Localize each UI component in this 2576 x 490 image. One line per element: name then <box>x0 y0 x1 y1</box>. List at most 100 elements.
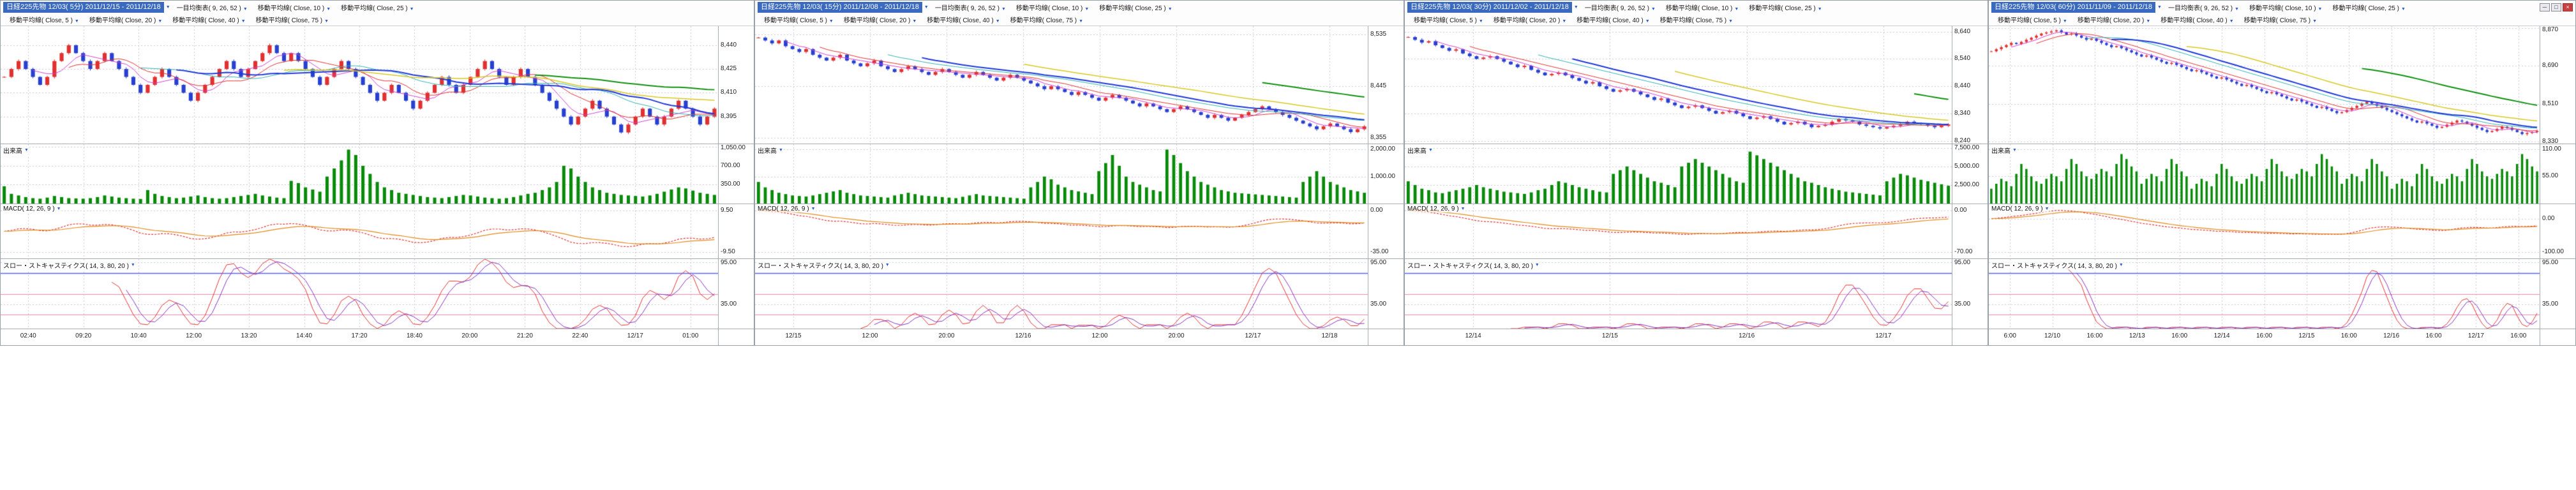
dropdown-arrow-icon[interactable]: ▼ <box>779 148 783 152</box>
macd-chart-canvas[interactable] <box>1405 204 1952 258</box>
price-chart-canvas[interactable] <box>755 26 1368 144</box>
macd-chart-canvas[interactable] <box>1 204 718 258</box>
dropdown-arrow-icon[interactable]: ▼ <box>2235 7 2240 11</box>
volume-chart-canvas[interactable] <box>755 144 1368 204</box>
dropdown-arrow-icon[interactable]: ▼ <box>1734 7 1739 11</box>
dropdown-arrow-icon[interactable]: ▼ <box>1645 19 1650 24</box>
price-chart-canvas[interactable] <box>1 26 718 144</box>
indicator-label[interactable]: 移動平均線( Close, 25 ) ▼ <box>341 5 414 12</box>
dropdown-arrow-icon[interactable]: ▼ <box>409 7 414 11</box>
dropdown-arrow-icon[interactable]: ▼ <box>56 207 61 211</box>
dropdown-arrow-icon[interactable]: ▼ <box>924 5 929 10</box>
dropdown-arrow-icon[interactable]: ▼ <box>2044 207 2049 211</box>
indicator-label[interactable]: 移動平均線( Close, 40 ) ▼ <box>172 17 246 24</box>
dropdown-arrow-icon[interactable]: ▼ <box>1562 19 1567 24</box>
indicator-label[interactable]: 移動平均線( Close, 25 ) ▼ <box>2332 5 2406 12</box>
stochastics-chart-canvas[interactable] <box>1 259 718 329</box>
dropdown-arrow-icon[interactable]: ▼ <box>2146 19 2151 24</box>
volume-chart-canvas[interactable] <box>1 144 718 204</box>
dropdown-arrow-icon[interactable]: ▼ <box>2118 263 2123 267</box>
dropdown-arrow-icon[interactable]: ▼ <box>326 7 331 11</box>
indicator-label[interactable]: 移動平均線( Close, 20 ) ▼ <box>89 17 163 24</box>
dropdown-arrow-icon[interactable]: ▼ <box>912 19 917 24</box>
indicator-label[interactable]: 移動平均線( Close, 5 ) ▼ <box>1998 17 2067 24</box>
indicator-label[interactable]: 移動平均線( Close, 40 ) ▼ <box>1576 17 1650 24</box>
indicator-label[interactable]: 移動平均線( Close, 10 ) ▼ <box>1665 5 1739 12</box>
dropdown-arrow-icon[interactable]: ▼ <box>2062 19 2067 24</box>
indicator-label[interactable]: 移動平均線( Close, 20 ) ▼ <box>2077 17 2151 24</box>
indicator-label[interactable]: 移動平均線( Close, 10 ) ▼ <box>257 5 331 12</box>
dropdown-arrow-icon[interactable]: ▼ <box>243 7 248 11</box>
dropdown-arrow-icon[interactable]: ▼ <box>1001 7 1006 11</box>
dropdown-arrow-icon[interactable]: ▼ <box>1728 19 1734 24</box>
dropdown-arrow-icon[interactable]: ▼ <box>1534 263 1539 267</box>
volume-chart-canvas[interactable] <box>1405 144 1952 204</box>
volume-chart-canvas[interactable] <box>1989 144 2540 204</box>
maximize-button[interactable]: □ <box>2551 3 2561 11</box>
indicator-label[interactable]: 移動平均線( Close, 75 ) ▼ <box>1659 17 1734 24</box>
indicator-label[interactable]: 一目均衡表( 9, 26, 52 ) ▼ <box>1584 5 1656 12</box>
indicator-label[interactable]: 移動平均線( Close, 10 ) ▼ <box>1015 5 1090 12</box>
indicator-label[interactable]: 移動平均線( Close, 10 ) ▼ <box>2249 5 2323 12</box>
indicator-label[interactable]: 移動平均線( Close, 25 ) ▼ <box>1099 5 1172 12</box>
dropdown-arrow-icon[interactable]: ▼ <box>1460 207 1465 211</box>
dropdown-arrow-icon[interactable]: ▼ <box>158 19 163 24</box>
macd-chart-canvas[interactable] <box>755 204 1368 258</box>
time-label: 12/15 <box>2298 332 2315 339</box>
dropdown-arrow-icon[interactable]: ▼ <box>1817 7 1822 11</box>
dropdown-arrow-icon[interactable]: ▼ <box>2400 7 2406 11</box>
indicator-label[interactable]: 移動平均線( Close, 5 ) ▼ <box>764 17 834 24</box>
dropdown-arrow-icon[interactable]: ▼ <box>1079 19 1084 24</box>
indicator-label[interactable]: 移動平均線( Close, 75 ) ▼ <box>1010 17 1084 24</box>
stochastics-chart-canvas[interactable] <box>1405 259 1952 329</box>
dropdown-arrow-icon[interactable]: ▼ <box>130 263 135 267</box>
dropdown-arrow-icon[interactable]: ▼ <box>2318 7 2323 11</box>
dropdown-arrow-icon[interactable]: ▼ <box>2012 148 2017 152</box>
indicator-label[interactable]: 移動平均線( Close, 25 ) ▼ <box>1749 5 1822 12</box>
chart-panel-5min: 日経225先物 12/03( 5分) 2011/12/15 - 2011/12/… <box>0 0 754 346</box>
indicator-label[interactable]: 移動平均線( Close, 75 ) ▼ <box>255 17 329 24</box>
dropdown-arrow-icon[interactable]: ▼ <box>2157 5 2162 10</box>
dropdown-arrow-icon[interactable]: ▼ <box>1651 7 1656 11</box>
indicator-label[interactable]: 一目均衡表( 9, 26, 52 ) ▼ <box>2168 5 2240 12</box>
indicator-label[interactable]: 移動平均線( Close, 5 ) ▼ <box>10 17 79 24</box>
indicator-label[interactable]: 一目均衡表( 9, 26, 52 ) ▼ <box>176 5 248 12</box>
indicator-label[interactable]: 移動平均線( Close, 75 ) ▼ <box>2243 17 2318 24</box>
stochastics-axis: 95.00 35.00 <box>2540 258 2575 329</box>
dropdown-arrow-icon[interactable]: ▼ <box>165 5 170 10</box>
indicator-label[interactable]: 一目均衡表( 9, 26, 52 ) ▼ <box>934 5 1006 12</box>
price-chart-canvas[interactable] <box>1989 26 2540 144</box>
value-axis-column: 8,535 8,445 8,355 2,000.00 1,000.00 0.00 -35… <box>1368 26 1404 345</box>
dropdown-arrow-icon[interactable]: ▼ <box>995 19 1000 24</box>
dropdown-arrow-icon[interactable]: ▼ <box>811 207 816 211</box>
axis-label: 35.00 <box>1954 300 1971 308</box>
dropdown-arrow-icon[interactable]: ▼ <box>24 148 29 152</box>
dropdown-arrow-icon[interactable]: ▼ <box>241 19 246 24</box>
dropdown-arrow-icon[interactable]: ▼ <box>1428 148 1433 152</box>
stochastics-axis: 95.00 35.00 <box>1368 258 1404 329</box>
stochastics-chart-canvas[interactable] <box>755 259 1368 329</box>
indicator-label[interactable]: 移動平均線( Close, 40 ) ▼ <box>2160 17 2234 24</box>
dropdown-arrow-icon[interactable]: ▼ <box>1478 19 1483 24</box>
dropdown-arrow-icon[interactable]: ▼ <box>1084 7 1090 11</box>
minimize-button[interactable]: ─ <box>2540 3 2550 11</box>
macd-chart-canvas[interactable] <box>1989 204 2540 258</box>
dropdown-arrow-icon[interactable]: ▼ <box>1573 5 1578 10</box>
close-button[interactable]: × <box>2563 3 2573 11</box>
indicator-label[interactable]: 移動平均線( Close, 20 ) ▼ <box>1493 17 1567 24</box>
price-chart-canvas[interactable] <box>1405 26 1952 144</box>
dropdown-arrow-icon[interactable]: ▼ <box>74 19 79 24</box>
macd-chart: MACD( 12, 26, 9 ) ▼ <box>1989 204 2540 258</box>
indicator-label[interactable]: 移動平均線( Close, 5 ) ▼ <box>1414 17 1483 24</box>
dropdown-arrow-icon[interactable]: ▼ <box>2229 19 2234 24</box>
dropdown-arrow-icon[interactable]: ▼ <box>1167 7 1172 11</box>
indicator-label[interactable]: 移動平均線( Close, 20 ) ▼ <box>843 17 917 24</box>
dropdown-arrow-icon[interactable]: ▼ <box>885 263 890 267</box>
dropdown-arrow-icon[interactable]: ▼ <box>2312 19 2318 24</box>
time-label: 09:20 <box>75 332 92 339</box>
macd-axis: 0.00 -70.00 <box>1952 204 1988 258</box>
indicator-label[interactable]: 移動平均線( Close, 40 ) ▼ <box>927 17 1000 24</box>
dropdown-arrow-icon[interactable]: ▼ <box>828 19 834 24</box>
dropdown-arrow-icon[interactable]: ▼ <box>324 19 329 24</box>
stochastics-chart-canvas[interactable] <box>1989 259 2540 329</box>
